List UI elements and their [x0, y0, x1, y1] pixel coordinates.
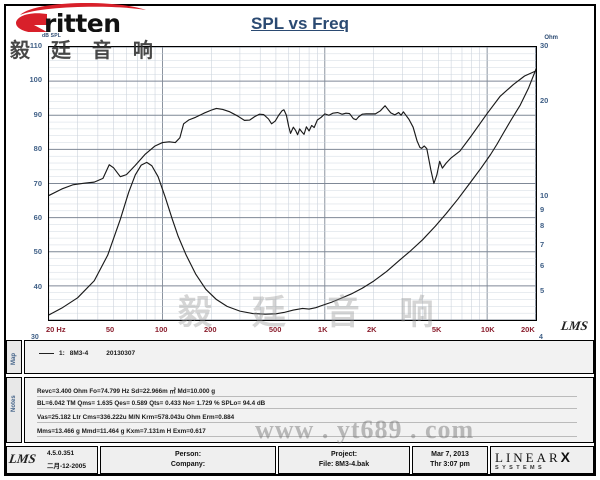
- x-tick-label: 20 Hz: [46, 325, 66, 334]
- notes-line: BL=6.042 TM Qms= 1.635 Qes= 0.589 Qts= 0…: [37, 400, 577, 409]
- chart-gridlines: [49, 47, 536, 320]
- y-tick-label: 110: [29, 41, 42, 50]
- footer-person-label: Person:: [174, 451, 202, 458]
- x-tick-label: 20K: [521, 325, 535, 334]
- y-tick-label: 60: [33, 212, 42, 222]
- legend-name: 8M3-4: [69, 350, 89, 357]
- footer-lms-logo: LMS: [8, 451, 37, 466]
- footer-company-label: Company:: [170, 461, 206, 468]
- y-tick-label: 90: [33, 109, 42, 119]
- notes-line: Mms=13.466 g Mmd=11.464 g Kxm=7.131m H E…: [37, 428, 577, 437]
- page-title: SPL vs Freq: [251, 14, 349, 33]
- notes-panel: Revc=3.400 Ohm Fo=74.799 Hz Sd=22.966m ㎡…: [24, 377, 594, 443]
- plot-lms-watermark: LMS: [560, 318, 590, 333]
- x-tick-label: 10K: [480, 325, 495, 334]
- y2-tick-label: 7: [540, 239, 545, 249]
- y-tick-label: 80: [33, 144, 42, 154]
- notes-line: Revc=3.400 Ohm Fo=74.799 Hz Sd=22.966m ㎡…: [37, 386, 577, 397]
- map-panel-tab-label: Map: [11, 353, 17, 365]
- y2-tick-label: 5: [540, 285, 545, 295]
- y2-tick-label: 9: [540, 205, 545, 215]
- y-axis-label: dB SPL: [42, 33, 61, 39]
- brand-swoosh-icon: [20, 3, 146, 15]
- brand-e-icon: [16, 13, 47, 33]
- legend-item[interactable]: 1: 8M3-4 20130307: [39, 350, 135, 357]
- x-tick-label: 100: [154, 325, 168, 334]
- footer-vendor-cell: LINEARX SYSTEMS: [490, 446, 594, 474]
- y-tick-label: 50: [33, 247, 42, 257]
- vendor-logo: LINEARX SYSTEMS: [495, 449, 591, 471]
- footer-file-label: File: 8M3-4.bak: [318, 461, 370, 468]
- plot-area[interactable]: [48, 46, 537, 321]
- notes-panel-tab[interactable]: Notes: [6, 377, 22, 443]
- chart-region: dB SPL Ohm 110 100 90 80 70 60 50 40 30 20 10 9 8 7 6…: [6, 32, 594, 341]
- y2-tick-label: 10: [540, 190, 549, 200]
- footer-person-cell: Person: Company:: [100, 446, 276, 474]
- x-tick-label: 500: [268, 325, 282, 334]
- x-tick-label: 50: [105, 325, 115, 334]
- footer-datetime-cell: Mar 7, 2013 Thr 3:07 pm: [412, 446, 488, 474]
- legend-index: 1:: [59, 350, 65, 357]
- footer-build-date: 二月-12-2005: [47, 463, 87, 470]
- footer-version: 4.5.0.351: [47, 450, 75, 457]
- legend-panel: 1: 8M3-4 20130307: [24, 340, 594, 374]
- vendor-subtitle: SYSTEMS: [495, 465, 546, 471]
- map-panel-tab[interactable]: Map: [6, 340, 22, 374]
- y-tick-label: 100: [29, 75, 42, 85]
- legend-date: 20130307: [106, 350, 136, 357]
- y-tick-label: 40: [33, 281, 42, 291]
- y2-axis-min-label: 4: [539, 334, 543, 341]
- x-tick-label: 200: [204, 325, 217, 334]
- footer-project-label: Project:: [330, 451, 358, 458]
- notes-line: Vas=25.182 Ltr Cms=336.222u M/N Krm=578.…: [37, 414, 577, 423]
- chart-curves: [49, 68, 536, 316]
- y-tick-label: 70: [33, 178, 42, 188]
- y2-tick-label: 8: [540, 221, 545, 231]
- y2-tick-label: 30: [540, 41, 549, 50]
- footer-app-cell: LMS 4.5.0.351 二月-12-2005: [6, 446, 98, 474]
- footer-date: Mar 7, 2013: [431, 451, 469, 458]
- y2-tick-label: 6: [540, 260, 545, 270]
- x-tick-label: 5K: [431, 325, 442, 334]
- y2-tick-label: 20: [540, 96, 549, 106]
- vendor-x: X: [560, 449, 574, 465]
- x-tick-label: 2K: [367, 325, 377, 334]
- footer-time: Thr 3:07 pm: [430, 461, 470, 468]
- y-axis-min-label: 30: [31, 334, 39, 341]
- y2-axis-label: Ohm: [544, 35, 558, 41]
- report-footer: LMS 4.5.0.351 二月-12-2005 Person: Company…: [6, 446, 594, 474]
- notes-panel-tab-label: Notes: [11, 395, 17, 412]
- vendor-name: LINEAR: [495, 450, 561, 465]
- legend-line-swatch: [39, 353, 54, 354]
- footer-project-cell: Project: File: 8M3-4.bak: [278, 446, 410, 474]
- x-tick-label: 1K: [317, 325, 328, 334]
